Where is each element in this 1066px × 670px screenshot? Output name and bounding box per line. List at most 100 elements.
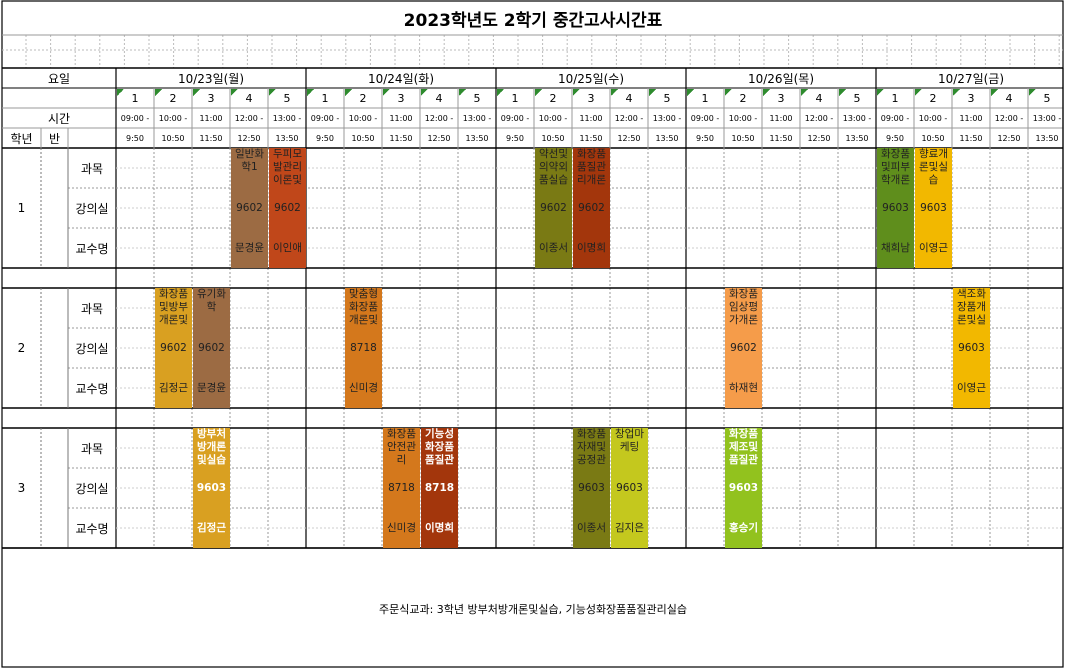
start-time: 10:00 -	[158, 113, 188, 123]
start-time: 10:00 -	[538, 113, 568, 123]
row-label: 교수명	[75, 241, 109, 256]
row-label: 교수명	[75, 521, 109, 536]
period-number: 2	[359, 91, 367, 105]
exam-professor: 이영근	[919, 241, 948, 254]
end-time: 12:50	[427, 133, 451, 143]
row-label: 강의실	[75, 481, 109, 496]
start-time: 09:00 -	[880, 113, 910, 123]
exam-room: 9603	[882, 201, 909, 214]
start-time: 13:00 -	[1032, 113, 1062, 123]
cell-marker-icon	[193, 89, 200, 96]
row-label: 강의실	[75, 201, 109, 216]
row-label: 교수명	[75, 381, 109, 396]
start-time: 10:00 -	[728, 113, 758, 123]
yoil-label: 요일	[47, 71, 71, 86]
end-time: 13:50	[655, 133, 679, 143]
exam-professor: 이인애	[273, 241, 302, 254]
exam-room: 9602	[198, 341, 225, 354]
exam-room: 9603	[920, 201, 947, 214]
exam-subject: 일반화학1	[235, 148, 264, 173]
end-time: 12:50	[997, 133, 1021, 143]
exam-room: 8718	[388, 481, 415, 494]
exam-room: 9602	[540, 201, 567, 214]
exam-block: 창업마케팅 9603 김지은	[611, 428, 648, 548]
period-number: 3	[397, 91, 405, 105]
exam-subject: 두피모발관리이론및	[273, 148, 302, 186]
end-time: 9:50	[316, 133, 334, 143]
grade-number: 1	[17, 201, 26, 215]
start-time: 12:00 -	[804, 113, 834, 123]
cell-marker-icon	[117, 89, 124, 96]
exam-professor: 홍승기	[729, 521, 758, 534]
start-time: 09:00 -	[690, 113, 720, 123]
start-time: 10:00 -	[348, 113, 378, 123]
exam-professor: 신미경	[387, 521, 416, 534]
end-time: 13:50	[845, 133, 869, 143]
grade-number: 2	[17, 341, 26, 355]
exam-room: 9602	[578, 201, 605, 214]
end-time: 10:50	[161, 133, 185, 143]
page-title: 2023학년도 2학기 중간고사시간표	[403, 11, 663, 31]
exam-professor: 김정근	[159, 381, 188, 394]
exam-room: 9603	[196, 481, 227, 494]
exam-room: 9602	[236, 201, 263, 214]
exam-block: 두피모발관리이론및 9602 이인애	[269, 148, 306, 268]
exam-room: 9603	[616, 481, 643, 494]
exam-professor: 김지은	[615, 521, 644, 534]
exam-block: 향료개론및실습 9603 이영근	[915, 148, 952, 268]
period-number: 3	[587, 91, 595, 105]
cell-marker-icon	[535, 89, 542, 96]
end-time: 12:50	[237, 133, 261, 143]
cell-marker-icon	[991, 89, 998, 96]
start-time: 11:00	[769, 113, 793, 123]
cell-marker-icon	[611, 89, 618, 96]
exam-professor: 신미경	[349, 381, 378, 394]
start-time: 13:00 -	[272, 113, 302, 123]
cell-marker-icon	[725, 89, 732, 96]
exam-subject: 화장품제조및품질관	[729, 428, 758, 466]
period-number: 4	[245, 91, 253, 105]
end-time: 11:50	[959, 133, 983, 143]
exam-subject: 화장품자재및공정관	[577, 428, 606, 466]
cell-marker-icon	[497, 89, 504, 96]
period-number: 5	[283, 91, 291, 105]
exam-subject: 화장품임상평가개론	[729, 288, 758, 326]
exam-block: 유기화학 9602 문경윤	[193, 288, 230, 408]
start-time: 11:00	[959, 113, 983, 123]
exam-block: 기능성화장품품질관 8718 이명희	[421, 428, 458, 548]
exam-block: 맞춤형화장품개론및 8718 신미경	[345, 288, 382, 408]
exam-subject: 약선및의약외품실습	[539, 148, 568, 186]
exam-subject: 기능성화장품품질관	[425, 428, 454, 466]
exam-block: 화장품및방부개론및 9602 김정근	[155, 288, 192, 408]
cell-marker-icon	[1029, 89, 1036, 96]
start-time: 12:00 -	[234, 113, 264, 123]
cell-marker-icon	[763, 89, 770, 96]
exam-block: 화장품제조및품질관 9603 홍승기	[725, 428, 762, 548]
exam-professor: 이종서	[539, 241, 568, 254]
period-number: 1	[701, 91, 709, 105]
cell-marker-icon	[269, 89, 276, 96]
exam-block: 방부처방개론및실습 9603 김정근	[193, 428, 230, 548]
exam-room: 9603	[578, 481, 605, 494]
cell-marker-icon	[839, 89, 846, 96]
exam-subject: 화장품안전관리	[387, 428, 416, 466]
period-number: 4	[815, 91, 823, 105]
row-label: 과목	[80, 161, 104, 176]
exam-block: 일반화학1 9602 문경윤	[231, 148, 268, 268]
start-time: 11:00	[579, 113, 603, 123]
exam-room: 9603	[958, 341, 985, 354]
end-time: 13:50	[1035, 133, 1059, 143]
end-time: 11:50	[579, 133, 603, 143]
grade-number: 3	[17, 481, 26, 495]
end-time: 11:50	[199, 133, 223, 143]
exam-professor: 이명희	[577, 241, 606, 254]
exam-professor: 채희남	[881, 241, 910, 254]
end-time: 9:50	[696, 133, 714, 143]
class-label: 반	[48, 131, 61, 146]
exam-room: 9602	[730, 341, 757, 354]
exam-subject: 화장품품질관리개론	[577, 148, 606, 186]
start-time: 12:00 -	[424, 113, 454, 123]
period-number: 1	[321, 91, 329, 105]
cell-marker-icon	[915, 89, 922, 96]
